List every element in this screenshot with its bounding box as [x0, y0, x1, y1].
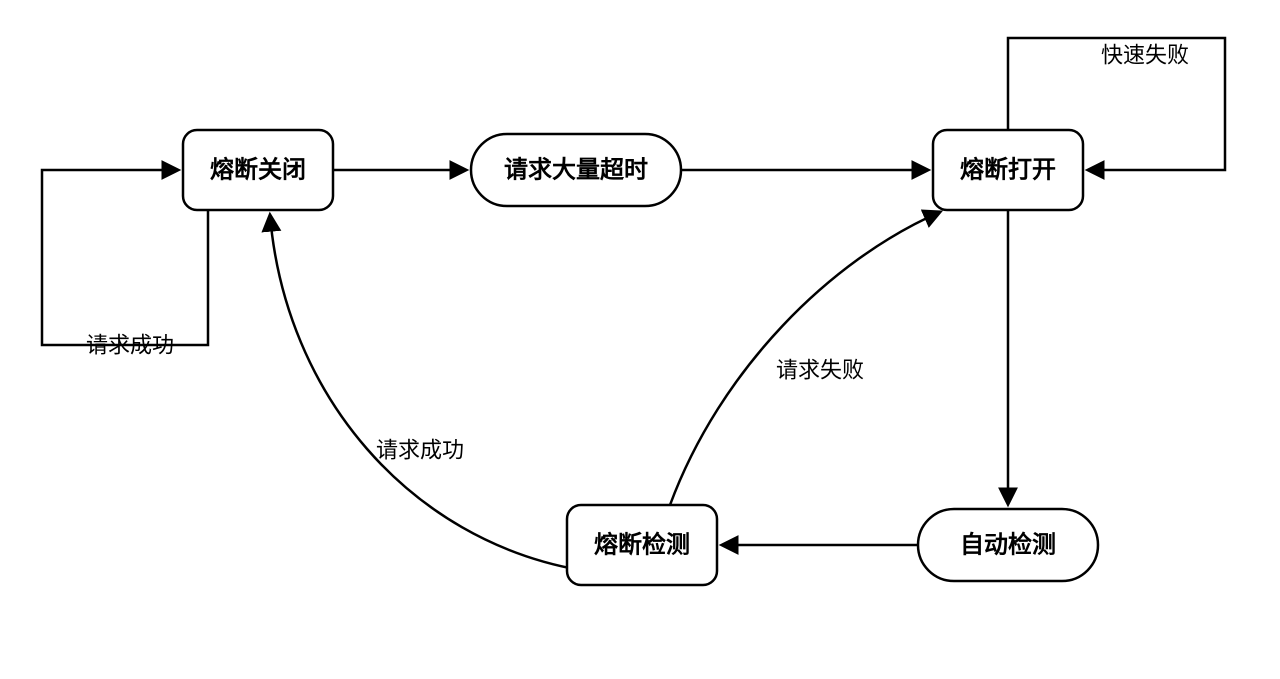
node-timeout: 请求大量超时: [471, 134, 681, 206]
node-open-label: 熔断打开: [960, 156, 1056, 184]
node-open: 熔断打开: [933, 130, 1083, 210]
node-timeout-label: 请求大量超时: [504, 157, 648, 184]
node-closed-label: 熔断关闭: [210, 156, 306, 184]
node-closed: 熔断关闭: [183, 130, 333, 210]
circuit-breaker-diagram: 请求成功 快速失败 请求失败 请求成功 熔断关闭 请求大量超时 熔断打开 熔断检…: [0, 0, 1280, 679]
edge-closed-self-label: 请求成功: [86, 333, 174, 358]
edge-detect-open-label: 请求失败: [776, 358, 864, 383]
node-detect: 熔断检测: [567, 505, 717, 585]
node-auto-label: 自动检测: [960, 531, 1056, 559]
edge-open-self-label: 快速失败: [1101, 43, 1189, 68]
edge-detect-closed: [270, 215, 580, 570]
edge-detect-closed-label: 请求成功: [376, 438, 464, 463]
node-detect-label: 熔断检测: [594, 531, 690, 559]
node-auto: 自动检测: [918, 509, 1098, 581]
